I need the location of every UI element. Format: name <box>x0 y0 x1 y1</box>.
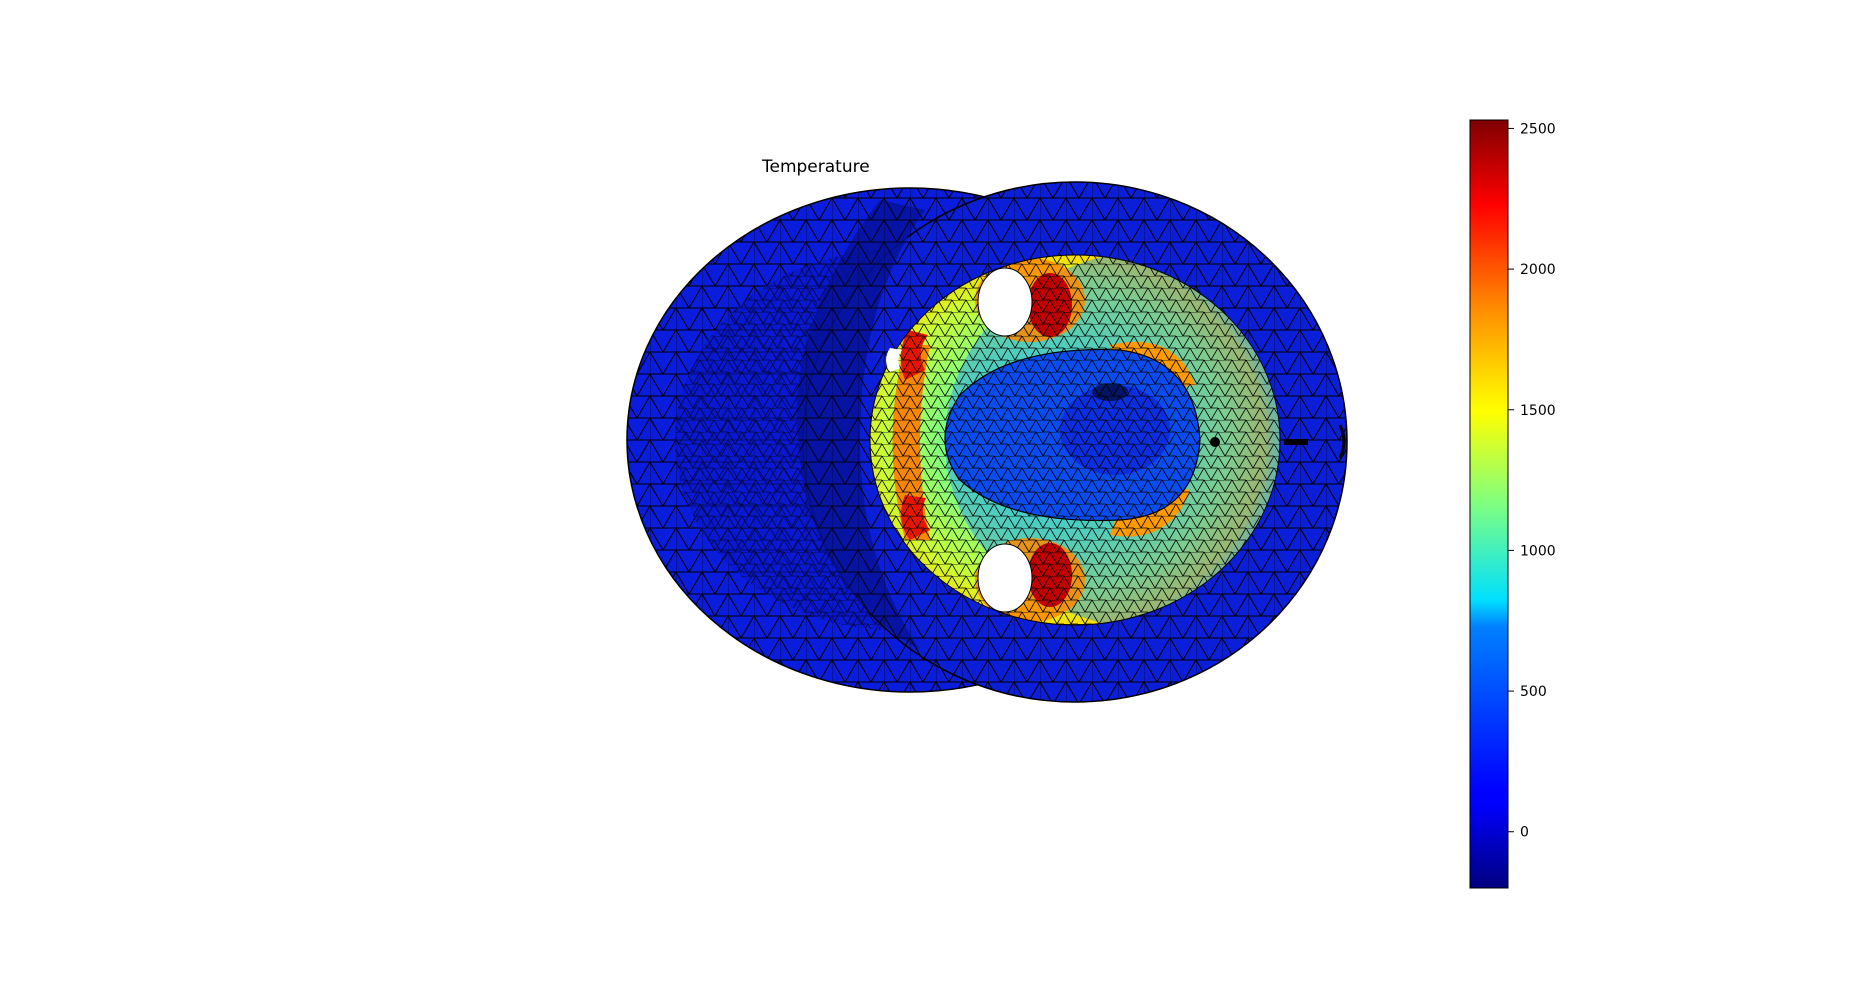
lower-hole <box>977 543 1033 613</box>
upper-hole <box>977 267 1033 337</box>
mesh-plot <box>626 181 1348 703</box>
colorbar-tick-label: 2500 <box>1520 121 1556 137</box>
colorbar-tick-label: 1000 <box>1520 543 1556 559</box>
colorbar-ticks: 0 500 1000 1500 2000 2500 <box>1508 121 1556 841</box>
chart-title: Temperature <box>761 157 870 177</box>
colorbar: 0 500 1000 1500 2000 2500 <box>1469 119 1556 889</box>
left-notch <box>886 348 902 372</box>
colorbar-tick-label: 1500 <box>1520 403 1556 419</box>
colorbar-tick-label: 2000 <box>1520 262 1556 278</box>
colorbar-tick-label: 500 <box>1520 684 1547 700</box>
colorbar-fill <box>1469 119 1509 889</box>
colorbar-tick-label: 0 <box>1520 825 1529 841</box>
